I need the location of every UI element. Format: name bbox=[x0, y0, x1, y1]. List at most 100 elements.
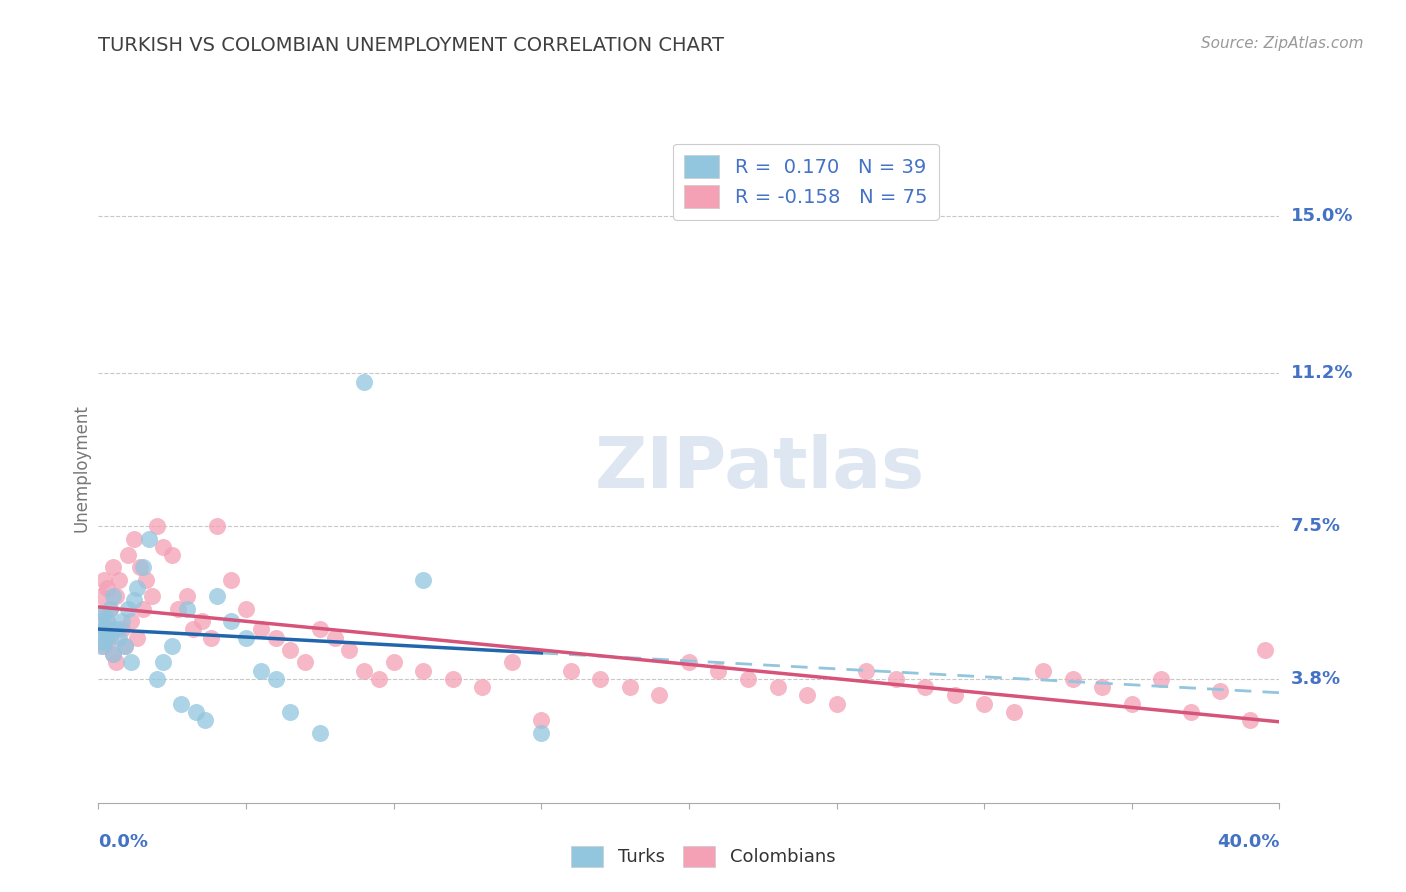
Point bbox=[152, 540, 174, 554]
Point bbox=[264, 672, 287, 686]
Point bbox=[96, 614, 118, 628]
Point bbox=[1121, 697, 1143, 711]
Point bbox=[1180, 705, 1202, 719]
Point bbox=[278, 643, 302, 657]
Point bbox=[235, 601, 257, 615]
Point bbox=[368, 672, 391, 686]
Point bbox=[412, 573, 434, 587]
Point bbox=[796, 689, 818, 703]
Point bbox=[1239, 713, 1261, 727]
Text: 40.0%: 40.0% bbox=[1218, 833, 1279, 851]
Point bbox=[219, 614, 242, 628]
Text: 11.2%: 11.2% bbox=[1291, 364, 1353, 383]
Point bbox=[471, 680, 494, 694]
Point bbox=[103, 560, 125, 574]
Point bbox=[973, 697, 995, 711]
Point bbox=[98, 623, 121, 637]
Point bbox=[264, 631, 287, 645]
Point bbox=[162, 639, 183, 653]
Point bbox=[125, 631, 148, 645]
Point bbox=[441, 672, 464, 686]
Point bbox=[205, 519, 228, 533]
Point bbox=[1032, 664, 1054, 678]
Point bbox=[128, 560, 150, 574]
Point bbox=[111, 623, 134, 637]
Point bbox=[1254, 643, 1277, 657]
Point bbox=[122, 532, 145, 546]
Point bbox=[114, 639, 136, 653]
Point bbox=[589, 672, 612, 686]
Point bbox=[108, 573, 131, 587]
Point bbox=[96, 581, 118, 595]
Point bbox=[90, 614, 112, 628]
Text: Source: ZipAtlas.com: Source: ZipAtlas.com bbox=[1201, 36, 1364, 51]
Point bbox=[105, 656, 128, 670]
Point bbox=[323, 631, 346, 645]
Point bbox=[530, 725, 553, 739]
Point bbox=[353, 375, 375, 389]
Point bbox=[707, 664, 730, 678]
Point bbox=[103, 590, 125, 604]
Text: 7.5%: 7.5% bbox=[1291, 517, 1340, 535]
Point bbox=[105, 623, 128, 637]
Point bbox=[176, 590, 198, 604]
Point bbox=[125, 581, 148, 595]
Point bbox=[737, 672, 759, 686]
Text: 15.0%: 15.0% bbox=[1291, 208, 1353, 226]
Point bbox=[98, 601, 121, 615]
Point bbox=[530, 713, 553, 727]
Point bbox=[103, 647, 125, 661]
Point bbox=[135, 573, 157, 587]
Point bbox=[250, 664, 273, 678]
Point bbox=[412, 664, 434, 678]
Point bbox=[90, 626, 112, 640]
Point bbox=[181, 623, 204, 637]
Point bbox=[98, 601, 121, 615]
Point bbox=[93, 634, 115, 648]
Point bbox=[120, 656, 142, 670]
Point bbox=[132, 601, 155, 615]
Point bbox=[619, 680, 641, 694]
Legend: R =  0.170   N = 39, R = -0.158   N = 75: R = 0.170 N = 39, R = -0.158 N = 75 bbox=[672, 144, 939, 219]
Point bbox=[132, 560, 155, 574]
Point bbox=[170, 697, 193, 711]
Point bbox=[120, 614, 142, 628]
Point bbox=[117, 548, 139, 562]
Point bbox=[382, 656, 405, 670]
Point bbox=[96, 631, 118, 645]
Point bbox=[250, 623, 273, 637]
Point bbox=[93, 623, 115, 637]
Point bbox=[117, 601, 139, 615]
Point bbox=[337, 643, 360, 657]
Point bbox=[914, 680, 936, 694]
Point bbox=[1150, 672, 1173, 686]
Point bbox=[194, 713, 217, 727]
Text: 3.8%: 3.8% bbox=[1291, 670, 1341, 688]
Point bbox=[90, 639, 112, 653]
Point bbox=[1002, 705, 1025, 719]
Point bbox=[108, 631, 131, 645]
Point bbox=[766, 680, 789, 694]
Point bbox=[200, 631, 222, 645]
Point bbox=[93, 639, 115, 653]
Text: 0.0%: 0.0% bbox=[98, 833, 149, 851]
Point bbox=[162, 548, 183, 562]
Y-axis label: Unemployment: Unemployment bbox=[72, 404, 90, 533]
Point bbox=[90, 606, 112, 620]
Point bbox=[353, 664, 375, 678]
Point bbox=[93, 573, 115, 587]
Point bbox=[93, 623, 115, 637]
Point bbox=[146, 672, 169, 686]
Legend: Turks, Colombians: Turks, Colombians bbox=[564, 838, 842, 874]
Point bbox=[855, 664, 877, 678]
Point bbox=[560, 664, 582, 678]
Point bbox=[111, 614, 134, 628]
Point bbox=[294, 656, 316, 670]
Point bbox=[648, 689, 671, 703]
Point bbox=[90, 590, 112, 604]
Point bbox=[98, 631, 121, 645]
Point bbox=[96, 614, 118, 628]
Point bbox=[138, 532, 160, 546]
Point bbox=[141, 590, 163, 604]
Point bbox=[205, 590, 228, 604]
